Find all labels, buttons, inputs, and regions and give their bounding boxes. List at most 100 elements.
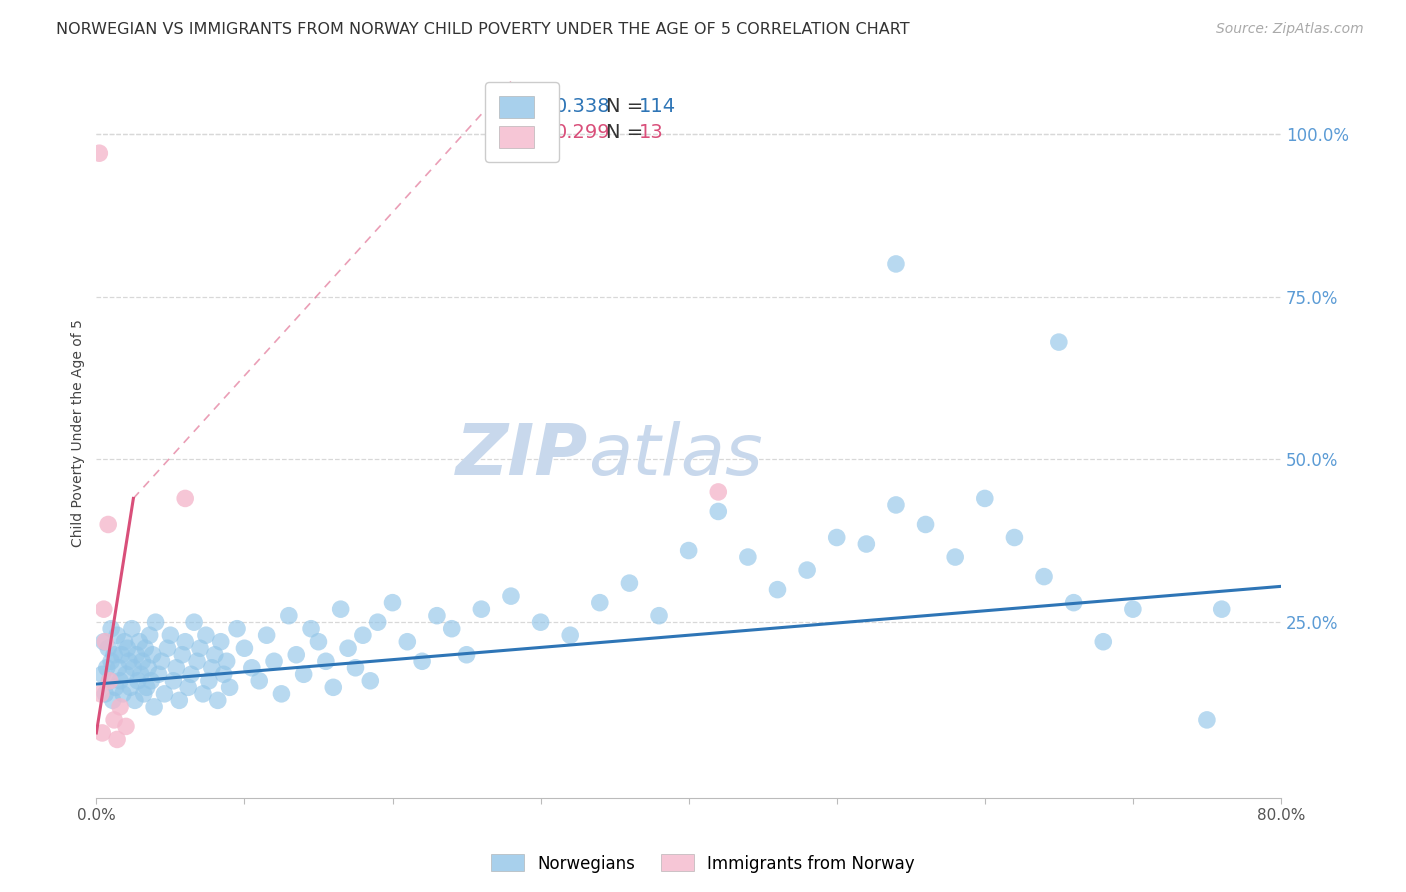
Point (381, 596, 404, 610)
Point (97, 641, 120, 656)
Point (209, 634, 232, 648)
Point (212, 667, 235, 681)
Point (426, 608, 449, 623)
Point (139, 673, 162, 688)
Point (89, 146, 111, 161)
Point (884, 498, 907, 512)
Point (188, 641, 211, 656)
Point (100, 654, 122, 668)
Point (218, 681, 240, 695)
Point (1122, 602, 1144, 616)
Point (115, 719, 138, 733)
Point (105, 732, 128, 747)
Point (132, 687, 155, 701)
Point (143, 699, 166, 714)
Point (153, 687, 176, 701)
Point (359, 673, 381, 688)
Point (124, 693, 146, 707)
Point (148, 667, 170, 681)
Text: atlas: atlas (588, 421, 762, 490)
Point (105, 628, 128, 642)
Point (104, 681, 127, 695)
Point (226, 622, 249, 636)
Point (201, 661, 224, 675)
Point (470, 602, 492, 616)
Point (194, 628, 217, 642)
Point (94, 634, 117, 648)
Point (98, 673, 121, 688)
Point (1002, 531, 1025, 545)
Point (159, 628, 181, 642)
Y-axis label: Child Poverty Under the Age of 5: Child Poverty Under the Age of 5 (72, 319, 86, 547)
Point (93, 634, 115, 648)
Point (121, 622, 143, 636)
Point (329, 602, 352, 616)
Point (396, 634, 419, 648)
Point (162, 673, 184, 688)
Point (215, 654, 238, 668)
Point (186, 654, 208, 668)
Point (529, 615, 551, 630)
Point (117, 641, 139, 656)
Point (125, 648, 148, 662)
Point (825, 531, 848, 545)
Point (98, 673, 121, 688)
Point (678, 543, 700, 558)
Point (127, 673, 149, 688)
Point (145, 615, 167, 630)
Point (108, 673, 131, 688)
Point (97, 517, 120, 532)
Point (198, 673, 221, 688)
Point (1063, 596, 1085, 610)
Point (91, 667, 114, 681)
Point (135, 681, 157, 695)
Point (1195, 713, 1218, 727)
Text: ZIP: ZIP (456, 421, 588, 490)
Point (737, 549, 759, 564)
Point (150, 654, 173, 668)
Point (1092, 634, 1115, 648)
Point (766, 582, 789, 597)
Point (499, 589, 522, 603)
Text: N =: N = (606, 97, 650, 116)
Point (256, 628, 278, 642)
Point (93, 602, 115, 616)
Point (263, 654, 285, 668)
Point (292, 667, 315, 681)
Point (177, 681, 200, 695)
Point (136, 661, 159, 675)
Point (103, 648, 125, 662)
Point (367, 615, 389, 630)
Text: N =: N = (606, 123, 650, 142)
Text: 0.299: 0.299 (555, 123, 610, 142)
Point (183, 615, 205, 630)
Point (796, 563, 818, 577)
Point (707, 504, 730, 518)
Text: 114: 114 (638, 97, 676, 116)
Point (589, 596, 612, 610)
Point (100, 622, 122, 636)
Point (247, 673, 270, 688)
Point (277, 608, 299, 623)
Text: NORWEGIAN VS IMMIGRANTS FROM NORWAY CHILD POVERTY UNDER THE AGE OF 5 CORRELATION: NORWEGIAN VS IMMIGRANTS FROM NORWAY CHIL… (56, 22, 910, 37)
Point (172, 648, 194, 662)
Point (108, 699, 131, 714)
Text: Source: ZipAtlas.com: Source: ZipAtlas.com (1216, 22, 1364, 37)
Point (107, 661, 129, 675)
Point (118, 654, 141, 668)
Point (648, 608, 671, 623)
Point (94, 687, 117, 701)
Point (114, 634, 136, 648)
Point (142, 648, 165, 662)
Point (165, 661, 187, 675)
Point (115, 667, 138, 681)
Point (174, 491, 197, 506)
Point (120, 681, 142, 695)
Point (914, 517, 936, 532)
Point (337, 641, 360, 656)
Point (122, 661, 145, 675)
Text: 0.338: 0.338 (555, 97, 610, 116)
Point (440, 622, 463, 636)
Point (270, 687, 292, 701)
Point (207, 693, 229, 707)
